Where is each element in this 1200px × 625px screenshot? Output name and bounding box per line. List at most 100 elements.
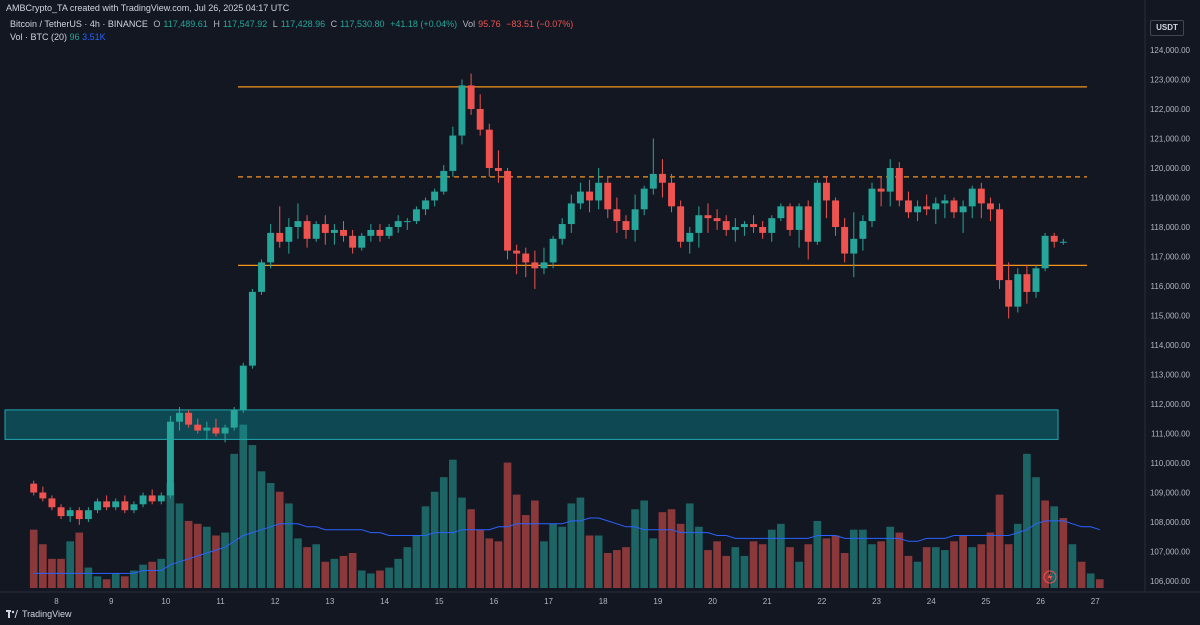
volume-bar (421, 506, 430, 588)
volume-bar (795, 561, 803, 588)
volume-bar (968, 547, 977, 588)
high-value: 117,547.92 (222, 19, 268, 29)
volume-bar (613, 550, 621, 588)
candle-body (740, 224, 748, 227)
volume-bar (348, 553, 357, 588)
volume-bar (904, 555, 913, 588)
volume-bar (385, 567, 393, 588)
candle-body (185, 412, 193, 425)
currency-badge[interactable]: USDT (1150, 20, 1184, 36)
candle-body (576, 191, 584, 204)
volume-bar (1050, 506, 1059, 588)
brand-label: TradingView (22, 609, 72, 619)
candle-body (640, 188, 648, 210)
candle-body (832, 200, 840, 227)
volume-bar (1077, 561, 1086, 588)
y-tick-label: 114,000.00 (1151, 341, 1191, 350)
candle-body (248, 291, 256, 366)
volume-bar (640, 500, 649, 588)
candle-body (622, 221, 630, 230)
candle-body (795, 206, 803, 230)
tradingview-logo: TradingView (6, 609, 72, 619)
volume-bar (84, 567, 93, 588)
volume-bar (767, 529, 776, 588)
y-tick-label: 106,000.00 (1150, 577, 1191, 586)
support-zone (4, 409, 1059, 440)
y-tick-label: 119,000.00 (1151, 194, 1191, 203)
candle-body (394, 221, 402, 227)
x-tick-label: 22 (817, 597, 826, 606)
volume-bar (476, 529, 485, 588)
symbol-label[interactable]: Bitcoin / TetherUS · 4h · BINANCE (10, 19, 148, 29)
candle-body (631, 209, 639, 230)
y-tick-label: 107,000.00 (1150, 548, 1191, 557)
lightning-icon (1047, 572, 1053, 582)
candle-body (932, 203, 940, 210)
candle-body (449, 135, 457, 171)
price-axis-panel (1145, 0, 1200, 625)
volume-bar (521, 515, 530, 588)
volume-legend: Vol · BTC (20) 96 3.51K (10, 32, 106, 42)
x-tick-label: 15 (435, 597, 444, 606)
candle-body (986, 203, 994, 210)
y-tick-label: 109,000.00 (1150, 489, 1191, 498)
candle-body (230, 409, 238, 428)
candle-body (212, 427, 220, 434)
volume-bar (813, 520, 822, 588)
candle-body (567, 203, 575, 225)
volume-bar (685, 503, 694, 588)
volume-bar (121, 576, 129, 588)
candle-body (157, 495, 165, 502)
candle-body (476, 109, 484, 130)
volume-bar (713, 541, 721, 588)
volume-indicator-label[interactable]: Vol · BTC (20) (10, 32, 68, 42)
candle-body (841, 227, 849, 254)
candle-body (57, 507, 65, 517)
high-label: H (213, 19, 220, 29)
candle-body (877, 188, 885, 192)
x-tick-label: 8 (54, 597, 59, 606)
volume-bar (93, 576, 102, 588)
candle-body (75, 510, 83, 520)
volume-ma-line (33, 517, 1100, 574)
volume-bar (248, 445, 257, 588)
candle-body (321, 224, 329, 233)
volume-bar (576, 497, 585, 588)
candle-body (513, 250, 521, 254)
volume-bar (731, 547, 740, 588)
ohlc-legend: Bitcoin / TetherUS · 4h · BINANCE O 117,4… (10, 19, 576, 29)
volume-bar (184, 520, 193, 588)
volume-bar (631, 509, 639, 588)
candle-body (859, 221, 867, 239)
volume-bar (922, 547, 931, 588)
volume-bar (986, 532, 995, 588)
x-tick-label: 20 (708, 597, 717, 606)
candle-body (704, 215, 712, 219)
volume-bar (822, 538, 831, 588)
volume-bar (1041, 500, 1049, 588)
candle-body (221, 427, 229, 434)
volume-bar (303, 547, 311, 588)
candle-body (148, 495, 156, 502)
candle-body (531, 262, 539, 269)
candle-body (695, 215, 703, 233)
volume-bar (804, 544, 813, 588)
y-tick-label: 112,000.00 (1151, 400, 1191, 409)
candle-body (804, 206, 812, 242)
volume-bar (603, 553, 612, 588)
volume-bar (676, 523, 685, 588)
candle-body (677, 206, 685, 242)
volume-bar (148, 561, 156, 588)
candle-body (403, 221, 411, 223)
close-label: C (330, 19, 338, 29)
volume-bar (403, 547, 412, 588)
candle-body (48, 498, 56, 508)
volume-bar (1068, 544, 1077, 588)
candle-body (686, 232, 694, 242)
candle-body (549, 238, 557, 263)
volume-bar (540, 541, 548, 588)
volume-bar (886, 526, 895, 588)
volume-bar (1013, 523, 1022, 588)
